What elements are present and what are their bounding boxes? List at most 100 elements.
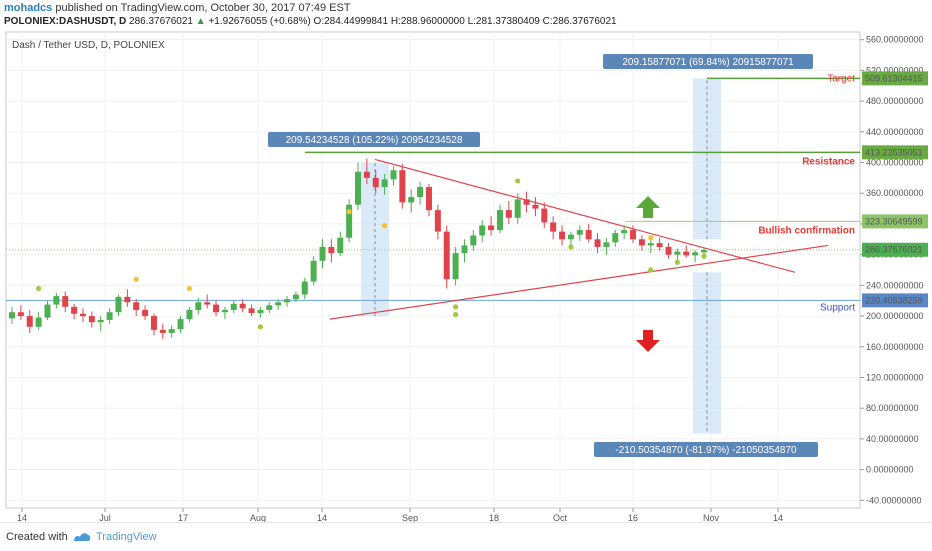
- x-tick-label: 16: [628, 513, 638, 522]
- candle-body[interactable]: [319, 246, 326, 261]
- candle-body[interactable]: [292, 294, 299, 300]
- candle-body[interactable]: [62, 296, 69, 307]
- candle-body[interactable]: [523, 199, 530, 205]
- candle-body[interactable]: [248, 308, 255, 313]
- created-with-text: Created with: [6, 531, 68, 543]
- candle-body[interactable]: [310, 260, 317, 282]
- candle-body[interactable]: [443, 231, 450, 280]
- candle-body[interactable]: [9, 312, 15, 319]
- candle-body[interactable]: [532, 204, 539, 209]
- candle-body[interactable]: [550, 222, 557, 232]
- candle-body[interactable]: [186, 309, 193, 320]
- candle-body[interactable]: [115, 296, 122, 313]
- candle-body[interactable]: [266, 305, 273, 310]
- measure-down-label: -210.50354870 (-81.97%) -21050354870: [615, 445, 797, 456]
- candle-body[interactable]: [612, 233, 619, 243]
- candle-body[interactable]: [461, 245, 468, 254]
- candle-body[interactable]: [470, 235, 477, 246]
- price-chart[interactable]: 560.00000000 520.00000000 480.00000000 440.…: [0, 30, 932, 522]
- candle-body[interactable]: [638, 239, 645, 246]
- candle-body[interactable]: [585, 230, 592, 240]
- candle-body[interactable]: [399, 170, 406, 203]
- candle-body[interactable]: [53, 296, 60, 305]
- candle-body[interactable]: [576, 230, 583, 235]
- candle-body[interactable]: [594, 239, 601, 247]
- candle-body[interactable]: [701, 250, 707, 253]
- last-price: 286.37676021: [129, 16, 193, 27]
- candle-body[interactable]: [328, 246, 335, 254]
- candle-body[interactable]: [621, 230, 628, 234]
- candle-body[interactable]: [275, 302, 282, 306]
- y-tick-label: 200.00000000: [866, 311, 924, 321]
- candle-body[interactable]: [559, 231, 566, 240]
- candle-body[interactable]: [97, 319, 104, 323]
- candle-body[interactable]: [257, 309, 264, 313]
- candle-body[interactable]: [425, 187, 432, 211]
- candle-body[interactable]: [541, 208, 548, 223]
- candle-body[interactable]: [204, 302, 211, 305]
- candle-body[interactable]: [124, 296, 131, 303]
- bullish-price-tag-bg: [862, 214, 928, 229]
- candle-body[interactable]: [177, 319, 184, 330]
- tradingview-brand-link[interactable]: TradingView: [96, 531, 157, 543]
- candle-body[interactable]: [346, 204, 353, 238]
- candle-body[interactable]: [221, 309, 228, 313]
- candle-body[interactable]: [692, 252, 699, 256]
- signal-dot: [133, 276, 139, 282]
- candle-body[interactable]: [142, 309, 149, 317]
- candle-body[interactable]: [239, 303, 246, 309]
- candle-body[interactable]: [213, 304, 220, 313]
- candle-body[interactable]: [630, 230, 637, 240]
- bullish-price-tag: 323.30649599: [865, 216, 923, 226]
- candle-body[interactable]: [106, 312, 113, 320]
- candle-body[interactable]: [434, 210, 441, 232]
- candle-body[interactable]: [133, 302, 140, 310]
- resistance-annotation: Resistance: [802, 156, 855, 167]
- signal-dot: [452, 304, 459, 310]
- candle-body[interactable]: [337, 237, 344, 254]
- candle-body[interactable]: [567, 234, 574, 240]
- candle-body[interactable]: [381, 179, 388, 188]
- candle-body[interactable]: [195, 302, 202, 310]
- candle-body[interactable]: [17, 312, 24, 317]
- x-tick-label: Sep: [402, 513, 418, 522]
- candle-body[interactable]: [683, 251, 690, 256]
- candle-body[interactable]: [408, 197, 415, 203]
- y-tick-label: 360.00000000: [866, 188, 924, 198]
- candle-body[interactable]: [674, 251, 681, 255]
- support-price-tag: 220.40538259: [865, 295, 923, 305]
- candle-body[interactable]: [284, 299, 291, 303]
- candle-body[interactable]: [603, 242, 610, 247]
- candle-body[interactable]: [44, 304, 51, 318]
- candle-body[interactable]: [665, 246, 672, 255]
- candle-body[interactable]: [71, 306, 78, 314]
- x-tick-label: Aug: [250, 513, 266, 522]
- candle-body[interactable]: [417, 187, 424, 198]
- candle-body[interactable]: [452, 253, 459, 280]
- candle-body[interactable]: [355, 171, 361, 205]
- candle-body[interactable]: [390, 170, 397, 180]
- y-tick-label: 480.00000000: [866, 96, 924, 106]
- candle-body[interactable]: [230, 303, 237, 310]
- candle-body[interactable]: [505, 210, 512, 218]
- candle-body[interactable]: [168, 329, 175, 333]
- candle-body[interactable]: [372, 177, 379, 188]
- publish-line: mohadcs published on TradingView.com, Oc…: [4, 2, 351, 14]
- author-link[interactable]: mohadcs: [4, 2, 53, 14]
- y-tick-label: 440.00000000: [866, 127, 924, 137]
- candle-body[interactable]: [488, 225, 495, 231]
- candle-body[interactable]: [26, 316, 33, 327]
- signal-dot: [36, 285, 42, 292]
- candle-body[interactable]: [514, 199, 521, 218]
- candle-body[interactable]: [496, 210, 503, 231]
- candle-body[interactable]: [150, 316, 157, 330]
- candle-body[interactable]: [363, 171, 370, 178]
- candle-body[interactable]: [35, 317, 42, 327]
- candle-body[interactable]: [79, 313, 86, 317]
- candle-body[interactable]: [656, 243, 663, 247]
- candle-body[interactable]: [88, 316, 95, 323]
- candle-body[interactable]: [479, 225, 486, 236]
- candle-body[interactable]: [301, 281, 308, 295]
- candle-body[interactable]: [647, 243, 654, 246]
- candle-body[interactable]: [159, 329, 166, 333]
